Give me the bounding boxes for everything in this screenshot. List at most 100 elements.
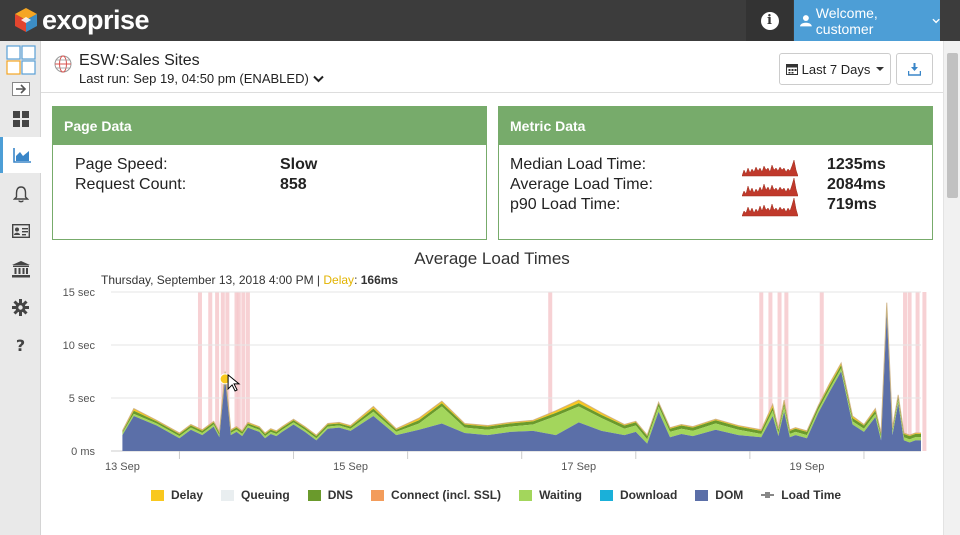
stat-label: Request Count: bbox=[75, 176, 187, 193]
legend-item[interactable]: Load Time bbox=[761, 488, 841, 502]
last-run-text: Last run: Sep 19, 04:50 pm (ENABLED) bbox=[79, 71, 309, 86]
calendar-icon bbox=[785, 64, 798, 75]
chevron-down-icon bbox=[932, 18, 940, 23]
legend-swatch bbox=[221, 489, 235, 501]
caret-down-icon bbox=[876, 67, 885, 71]
y-tick-label: 0 ms bbox=[71, 446, 95, 458]
stat-label: Page Speed: bbox=[75, 156, 168, 173]
y-tick-label: 15 sec bbox=[63, 287, 96, 299]
highlight-band bbox=[903, 292, 908, 451]
tooltip-date: Thursday, September 13, 2018 4:00 PM bbox=[101, 273, 314, 287]
date-range-dropdown[interactable]: Last 7 Days bbox=[779, 53, 891, 85]
x-tick-label: 13 Sep bbox=[105, 461, 140, 473]
logo-text: exoprise bbox=[42, 4, 150, 35]
highlight-band bbox=[768, 292, 773, 451]
bank-icon bbox=[11, 260, 30, 277]
legend-item[interactable]: Queuing bbox=[221, 488, 290, 502]
highlight-band bbox=[548, 292, 553, 451]
sidebar: ? bbox=[0, 41, 41, 535]
legend-label: Queuing bbox=[241, 488, 290, 502]
page-data-panel: Page Data Page Speed: Slow Request Count… bbox=[52, 106, 487, 240]
welcome-label: Welcome, customer bbox=[815, 4, 878, 37]
legend-label: Waiting bbox=[539, 488, 582, 502]
highlight-band bbox=[225, 292, 230, 451]
legend-label: Load Time bbox=[781, 488, 842, 502]
legend-label: DNS bbox=[327, 488, 354, 502]
stat-label: Average Load Time: bbox=[510, 176, 653, 193]
scroll-thumb[interactable] bbox=[947, 53, 958, 198]
chevron-down-icon bbox=[313, 75, 324, 82]
page-scrollbar[interactable] bbox=[943, 41, 960, 535]
legend-swatch bbox=[371, 489, 385, 501]
legend-swatch bbox=[761, 492, 775, 498]
x-tick-label: 15 Sep bbox=[333, 461, 368, 473]
download-button[interactable] bbox=[896, 53, 933, 85]
sidebar-item-alerts[interactable] bbox=[0, 176, 41, 212]
date-range-label: Last 7 Days bbox=[801, 61, 871, 77]
user-menu-button[interactable]: Welcome, customer bbox=[794, 0, 940, 41]
sidebar-item-institution[interactable] bbox=[0, 251, 41, 287]
metric-data-panel: Metric Data Median Load Time: 1235ms Ave… bbox=[498, 106, 933, 240]
highlight-band bbox=[777, 292, 782, 451]
last-run-toggle[interactable]: Last run: Sep 19, 04:50 pm (ENABLED) bbox=[79, 71, 324, 86]
app-grid-icon bbox=[5, 45, 36, 75]
load-time-line bbox=[121, 302, 921, 437]
sidebar-item-charts[interactable] bbox=[0, 137, 41, 173]
highlight-band bbox=[819, 292, 824, 451]
chart-tooltip: Thursday, September 13, 2018 4:00 PM | D… bbox=[101, 273, 399, 287]
legend-item[interactable]: Waiting bbox=[519, 488, 582, 502]
stat-value: 1235ms bbox=[827, 156, 886, 173]
sidebar-toggle[interactable] bbox=[0, 79, 41, 99]
legend-item[interactable]: DOM bbox=[695, 488, 743, 502]
legend-item[interactable]: Delay bbox=[151, 488, 203, 502]
legend-swatch bbox=[695, 489, 709, 501]
page-title: ESW:Sales Sites bbox=[79, 52, 200, 69]
legend-swatch bbox=[151, 489, 164, 501]
highlight-band bbox=[234, 292, 239, 451]
main-content: ESW:Sales Sites Last run: Sep 19, 04:50 … bbox=[41, 41, 943, 535]
download-icon bbox=[908, 62, 921, 76]
arrow-right-icon bbox=[11, 82, 30, 96]
legend-label: DOM bbox=[715, 488, 744, 502]
info-button[interactable]: i bbox=[746, 0, 793, 41]
globe-icon bbox=[54, 55, 72, 73]
highlight-band bbox=[215, 292, 220, 451]
sidebar-item-settings[interactable] bbox=[0, 289, 41, 325]
chart-legend: Delay Queuing DNS Connect (incl. SSL) Waitin… bbox=[151, 488, 859, 502]
dashboard-icon bbox=[12, 111, 29, 127]
legend-item[interactable]: Connect (incl. SSL) bbox=[371, 488, 501, 502]
highlight-band bbox=[236, 292, 241, 451]
sidebar-item-help[interactable]: ? bbox=[0, 327, 41, 363]
legend-item[interactable]: DNS bbox=[307, 488, 354, 502]
exoprise-logo[interactable]: exoprise bbox=[14, 4, 150, 35]
legend-swatch bbox=[307, 489, 321, 501]
highlight-band bbox=[759, 292, 764, 451]
y-tick-label: 10 sec bbox=[63, 340, 96, 352]
id-card-icon bbox=[11, 224, 30, 238]
x-tick-label: 19 Sep bbox=[789, 461, 824, 473]
sidebar-item-apps[interactable] bbox=[0, 43, 41, 77]
y-tick-label: 5 sec bbox=[69, 393, 96, 405]
legend-label: Delay bbox=[171, 488, 204, 502]
highlight-band bbox=[245, 292, 250, 451]
highlight-band bbox=[907, 292, 912, 451]
sidebar-item-dashboard[interactable] bbox=[0, 101, 41, 137]
cube-logo-icon bbox=[15, 8, 37, 32]
average-load-times-chart[interactable]: 0 ms 5 sec 10 sec 15 sec 13 Sep 15 Sep 17 Sep 1… bbox=[41, 285, 943, 475]
highlight-band bbox=[241, 292, 246, 451]
chart-title: Average Load Times bbox=[414, 249, 570, 268]
highlight-band bbox=[915, 292, 920, 451]
top-bar: exoprise i Welcome, customer bbox=[0, 0, 960, 41]
legend-item[interactable]: Download bbox=[599, 488, 678, 502]
highlight-band bbox=[197, 292, 202, 451]
stat-value: 719ms bbox=[827, 196, 877, 213]
page-header: ESW:Sales Sites Last run: Sep 19, 04:50 … bbox=[41, 41, 943, 93]
bell-icon bbox=[12, 185, 29, 202]
sidebar-item-contacts[interactable] bbox=[0, 213, 41, 249]
stat-value: Slow bbox=[280, 156, 318, 173]
stat-value: 858 bbox=[280, 176, 307, 193]
highlight-band bbox=[208, 292, 213, 451]
legend-label: Download bbox=[619, 488, 678, 502]
legend-swatch bbox=[519, 489, 533, 501]
highlight-band bbox=[784, 292, 789, 451]
